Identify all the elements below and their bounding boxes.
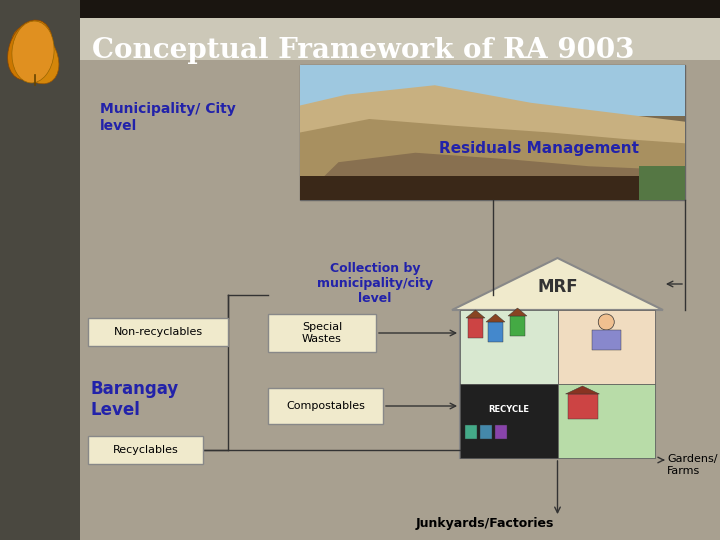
Text: Gardens/
Farms: Gardens/ Farms (667, 454, 718, 476)
Bar (268, 314, 376, 352)
Bar (300, 176, 685, 200)
Bar (468, 318, 483, 338)
Bar (480, 424, 492, 438)
Text: Municipality/ City
level: Municipality/ City level (100, 102, 235, 133)
Bar (557, 310, 655, 384)
Bar (80, 18, 720, 60)
Polygon shape (508, 308, 527, 316)
Bar (639, 166, 685, 200)
Bar (80, 0, 720, 18)
Bar (557, 384, 655, 458)
Text: Non-recyclables: Non-recyclables (114, 327, 202, 337)
Bar (88, 436, 203, 464)
Bar (465, 424, 477, 438)
Bar (300, 65, 685, 116)
Bar (592, 330, 621, 350)
Bar (460, 310, 557, 384)
Polygon shape (466, 310, 485, 318)
Polygon shape (300, 85, 685, 200)
Text: Residuals Management: Residuals Management (438, 141, 639, 156)
Bar (88, 318, 228, 346)
Text: RECYCLE: RECYCLE (488, 406, 529, 414)
Bar (460, 384, 557, 458)
Bar (495, 424, 507, 438)
Ellipse shape (11, 26, 59, 84)
Bar (300, 65, 685, 200)
Text: Barangay
Level: Barangay Level (90, 380, 179, 419)
Bar (0, 0, 80, 540)
Ellipse shape (12, 21, 54, 83)
Text: Conceptual Framework of RA 9003: Conceptual Framework of RA 9003 (92, 37, 634, 64)
Text: MRF: MRF (537, 278, 578, 295)
Polygon shape (300, 119, 685, 200)
Ellipse shape (8, 20, 53, 80)
Circle shape (598, 314, 614, 330)
Text: Junkyards/Factories: Junkyards/Factories (416, 516, 554, 530)
Polygon shape (300, 153, 685, 200)
Text: Collection by
municipality/city
level: Collection by municipality/city level (317, 262, 433, 305)
Bar (488, 322, 503, 342)
Text: Compostables: Compostables (286, 401, 365, 411)
Polygon shape (452, 258, 663, 310)
Bar (460, 310, 655, 458)
Polygon shape (486, 314, 505, 322)
Text: Recyclables: Recyclables (112, 445, 179, 455)
Bar (510, 316, 525, 336)
Bar (268, 388, 383, 424)
Polygon shape (565, 386, 600, 394)
Bar (567, 394, 598, 419)
Text: Special
Wastes: Special Wastes (302, 322, 342, 344)
